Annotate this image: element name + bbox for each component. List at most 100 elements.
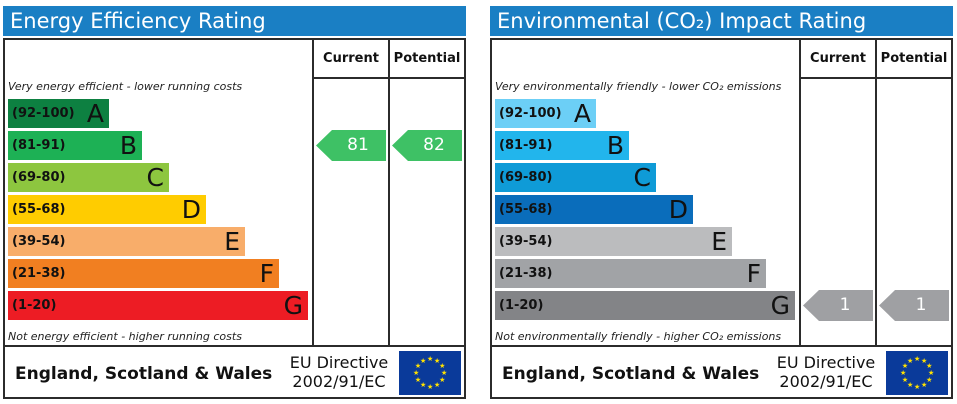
potential-rating-arrow: 82 xyxy=(392,130,462,161)
star-icon: ★ xyxy=(420,356,427,365)
star-icon: ★ xyxy=(928,369,935,377)
band-letter-label: A xyxy=(86,99,104,128)
star-icon: ★ xyxy=(434,356,441,365)
potential-rating-arrow: 1 xyxy=(879,290,949,321)
current-rating-arrow: 1 xyxy=(803,290,873,321)
directive-line-1: EU Directive xyxy=(289,353,389,372)
current-column-header: Current xyxy=(323,51,379,66)
footer-divider xyxy=(492,345,951,347)
band-range-label: (81-91) xyxy=(12,138,66,153)
rating-band-f: (21-38) F xyxy=(495,259,766,288)
potential-column-header: Potential xyxy=(393,51,461,66)
band-letter-label: F xyxy=(259,259,274,288)
eu-directive: EU Directive 2002/91/EC xyxy=(774,353,878,391)
star-icon: ★ xyxy=(414,376,422,384)
current-rating-value: 81 xyxy=(347,135,369,155)
star-icon: ★ xyxy=(900,369,907,377)
rating-band-b: (81-91) B xyxy=(8,131,142,160)
environmental-impact-panel: Environmental (CO₂) Impact Rating Curren… xyxy=(490,6,953,399)
column-divider xyxy=(799,40,801,345)
band-range-label: (21-38) xyxy=(499,266,553,281)
band-range-label: (55-68) xyxy=(12,202,66,217)
eu-flag-icon: ★ ★ ★ ★ ★ ★ ★ ★ ★ ★ ★ ★ xyxy=(886,351,948,395)
footer-divider xyxy=(5,345,464,347)
band-range-label: (1-20) xyxy=(12,298,57,313)
star-icon: ★ xyxy=(926,362,933,370)
band-letter-label: B xyxy=(606,131,624,160)
directive-line-2: 2002/91/EC xyxy=(292,372,386,391)
band-range-label: (1-20) xyxy=(499,298,544,313)
star-icon: ★ xyxy=(921,381,928,390)
star-icon: ★ xyxy=(414,362,422,370)
chart-title: Energy Efficiency Rating xyxy=(3,6,466,36)
star-icon: ★ xyxy=(427,355,434,363)
footer-region: England, Scotland & Wales xyxy=(15,364,273,384)
rating-band-a: (92-100) A xyxy=(8,99,109,128)
rating-band-f: (21-38) F xyxy=(8,259,279,288)
column-divider xyxy=(875,40,877,345)
band-letter-label: E xyxy=(224,227,240,256)
star-icon: ★ xyxy=(901,376,909,384)
star-icon: ★ xyxy=(420,381,427,390)
chart-title: Environmental (CO₂) Impact Rating xyxy=(490,6,953,36)
band-range-label: (81-91) xyxy=(499,138,553,153)
star-icon: ★ xyxy=(926,376,933,384)
band-letter-label: G xyxy=(283,291,303,320)
band-letter-label: E xyxy=(711,227,727,256)
band-letter-label: A xyxy=(573,99,591,128)
star-icon: ★ xyxy=(434,381,441,390)
rating-band-e: (39-54) E xyxy=(495,227,732,256)
band-letter-label: D xyxy=(668,195,688,224)
band-range-label: (69-80) xyxy=(499,170,553,185)
rating-band-a: (92-100) A xyxy=(495,99,596,128)
band-letter-label: C xyxy=(146,163,164,192)
column-divider xyxy=(312,40,314,345)
rating-band-c: (69-80) C xyxy=(495,163,656,192)
band-letter-label: C xyxy=(633,163,651,192)
chart-frame: Current Potential Very environmentally f… xyxy=(490,38,953,399)
star-icon: ★ xyxy=(413,369,420,377)
band-range-label: (39-54) xyxy=(12,234,66,249)
rating-band-g: (1-20) G xyxy=(495,291,795,320)
rating-band-c: (69-80) C xyxy=(8,163,169,192)
column-divider xyxy=(388,40,390,345)
potential-rating-value: 82 xyxy=(423,135,445,155)
star-icon: ★ xyxy=(439,362,446,370)
star-icon: ★ xyxy=(901,362,909,370)
band-letter-label: B xyxy=(119,131,137,160)
bottom-note: Not energy efficient - higher running co… xyxy=(8,330,242,343)
bottom-note: Not environmentally friendly - higher CO… xyxy=(495,330,782,343)
rating-band-b: (81-91) B xyxy=(495,131,629,160)
star-icon: ★ xyxy=(427,383,434,391)
band-range-label: (69-80) xyxy=(12,170,66,185)
band-range-label: (55-68) xyxy=(499,202,553,217)
star-icon: ★ xyxy=(907,356,914,365)
top-note: Very energy efficient - lower running co… xyxy=(8,80,243,93)
band-letter-label: D xyxy=(181,195,201,224)
star-icon: ★ xyxy=(441,369,448,377)
rating-band-g: (1-20) G xyxy=(8,291,308,320)
rating-band-d: (55-68) D xyxy=(495,195,693,224)
directive-line-2: 2002/91/EC xyxy=(779,372,873,391)
potential-rating-value: 1 xyxy=(915,295,927,315)
header-divider xyxy=(312,77,464,79)
potential-column-header: Potential xyxy=(880,51,948,66)
eu-directive: EU Directive 2002/91/EC xyxy=(287,353,391,391)
star-icon: ★ xyxy=(439,376,446,384)
current-rating-value: 1 xyxy=(839,295,851,315)
star-icon: ★ xyxy=(914,383,921,391)
band-range-label: (39-54) xyxy=(499,234,553,249)
eu-flag-icon: ★ ★ ★ ★ ★ ★ ★ ★ ★ ★ ★ ★ xyxy=(399,351,461,395)
chart-frame: Current Potential Very energy efficient … xyxy=(3,38,466,399)
band-letter-label: G xyxy=(770,291,790,320)
directive-line-1: EU Directive xyxy=(776,353,876,372)
star-icon: ★ xyxy=(907,381,914,390)
energy-efficiency-panel: Energy Efficiency Rating Current Potenti… xyxy=(3,6,466,399)
top-note: Very environmentally friendly - lower CO… xyxy=(495,80,782,93)
current-column-header: Current xyxy=(810,51,866,66)
rating-band-e: (39-54) E xyxy=(8,227,245,256)
header-divider xyxy=(799,77,951,79)
band-range-label: (92-100) xyxy=(12,106,75,121)
band-range-label: (92-100) xyxy=(499,106,562,121)
star-icon: ★ xyxy=(914,355,921,363)
